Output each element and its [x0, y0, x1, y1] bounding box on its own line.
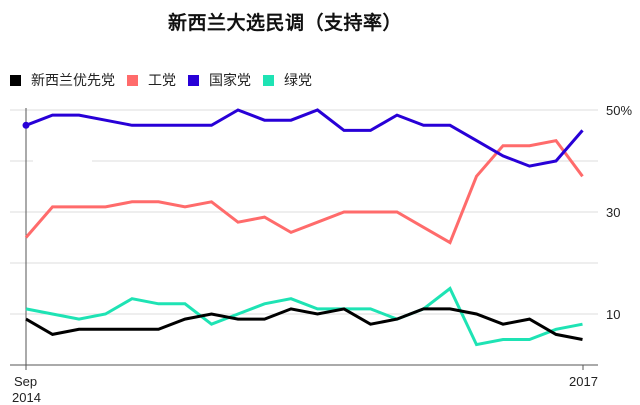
legend-swatch-national	[188, 74, 199, 86]
legend-label-nz-first: 新西兰优先党	[31, 73, 115, 89]
legend-item-labour: 工党	[127, 70, 176, 90]
series-line	[25, 108, 584, 168]
legend: 新西兰优先党 工党 国家党 绿党	[10, 70, 324, 90]
legend-label-green: 绿党	[284, 73, 312, 89]
y-tick-label: 50%	[606, 103, 632, 118]
x-tick-label: 2017	[569, 374, 598, 389]
series-line	[24, 138, 584, 245]
gridlines	[10, 109, 598, 315]
legend-swatch-nz-first	[10, 74, 21, 86]
series-line	[25, 307, 583, 341]
legend-label-labour: 工党	[148, 73, 176, 89]
legend-swatch-labour	[127, 74, 138, 86]
legend-item-national: 国家党	[188, 70, 251, 90]
x-tick-label: 2014	[12, 390, 41, 405]
axes	[10, 108, 598, 370]
legend-label-national: 国家党	[209, 73, 251, 89]
legend-item-nz-first: 新西兰优先党	[10, 70, 115, 90]
y-tick-label: 30	[606, 205, 620, 220]
chart-title: 新西兰大选民调（支持率）	[167, 12, 402, 34]
legend-item-green: 绿党	[263, 70, 312, 90]
series-lines	[22, 108, 584, 347]
legend-swatch-green	[263, 74, 274, 86]
y-tick-label: 10	[606, 307, 620, 322]
x-tick-label: Sep	[14, 374, 37, 389]
series-line	[25, 286, 583, 347]
start-point-marker	[22, 121, 30, 129]
